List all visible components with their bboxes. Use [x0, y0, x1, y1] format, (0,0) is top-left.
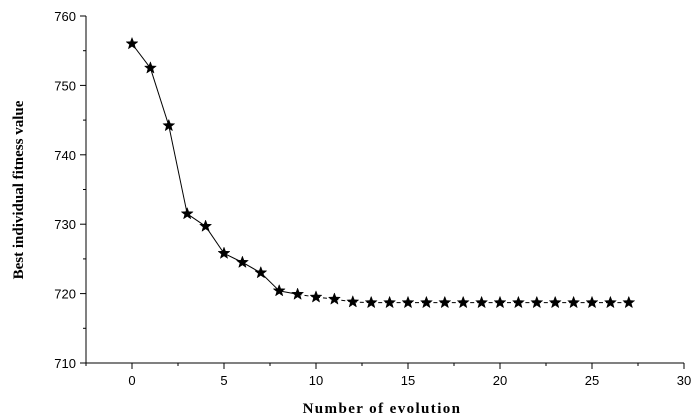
x-tick-label: 5 — [220, 373, 227, 388]
data-point-star — [567, 295, 581, 309]
data-point-star — [235, 255, 249, 268]
y-tick-label: 740 — [54, 148, 76, 163]
data-point-star — [162, 118, 176, 132]
data-point-star — [475, 295, 489, 309]
data-point-star — [622, 295, 636, 309]
data-point-star — [327, 292, 341, 305]
data-point-star — [254, 265, 268, 279]
data-point-star — [309, 290, 323, 303]
y-tick-label: 710 — [54, 356, 76, 371]
x-tick-label: 20 — [493, 373, 507, 388]
y-tick-label: 720 — [54, 287, 76, 302]
data-point-star — [530, 295, 544, 309]
data-point-star — [291, 287, 305, 300]
data-point-star — [548, 295, 562, 309]
plot-area — [125, 36, 636, 309]
data-point-star — [603, 295, 617, 309]
data-point-star — [419, 295, 433, 309]
data-point-star — [493, 295, 507, 309]
x-axis-title: Number of evolution — [303, 401, 462, 417]
series-segment — [168, 125, 188, 214]
data-point-star — [456, 295, 470, 309]
x-tick-label: 30 — [677, 373, 691, 388]
data-point-star — [511, 295, 525, 309]
y-tick-label: 750 — [54, 78, 76, 93]
x-tick-label: 10 — [309, 373, 323, 388]
y-axis-title: Best individual fitness value — [11, 100, 27, 279]
data-point-star — [125, 36, 139, 50]
data-point-star — [199, 219, 213, 232]
data-point-star — [217, 246, 231, 259]
data-point-star — [383, 295, 397, 309]
data-point-star — [438, 295, 452, 309]
data-point-star — [143, 61, 157, 74]
data-point-star — [346, 295, 360, 308]
data-point-star — [272, 283, 286, 297]
data-point-star — [585, 295, 599, 309]
y-tick-label: 760 — [54, 9, 76, 24]
y-tick-label: 730 — [54, 217, 76, 232]
x-tick-label: 25 — [585, 373, 599, 388]
data-point-star — [364, 295, 378, 309]
axes: 0 5 10 15 20 25 30 710 720 730 740 750 760 — [54, 9, 691, 388]
data-point-star — [180, 206, 194, 220]
series-segment — [149, 67, 170, 126]
x-tick-label: 0 — [128, 373, 135, 388]
data-point-star — [401, 295, 415, 309]
x-tick-label: 15 — [401, 373, 415, 388]
